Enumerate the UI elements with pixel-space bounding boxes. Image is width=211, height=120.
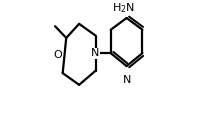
Text: N: N [122, 75, 131, 85]
Text: H$_2$N: H$_2$N [112, 1, 135, 15]
Text: N: N [91, 48, 100, 58]
Text: O: O [54, 50, 62, 60]
